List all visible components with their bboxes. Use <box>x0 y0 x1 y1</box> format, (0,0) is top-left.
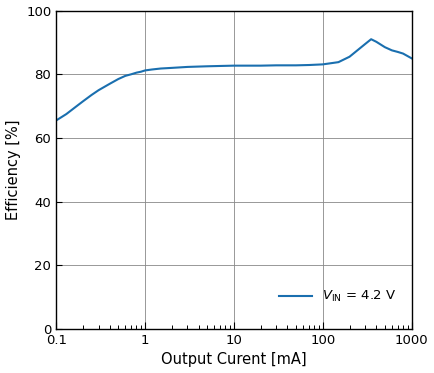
Y-axis label: Efficiency [%]: Efficiency [%] <box>6 119 20 220</box>
X-axis label: Output Curent [mA]: Output Curent [mA] <box>161 352 307 367</box>
Legend: $V_{\mathrm{IN}}$ = 4.2 V: $V_{\mathrm{IN}}$ = 4.2 V <box>273 284 401 310</box>
